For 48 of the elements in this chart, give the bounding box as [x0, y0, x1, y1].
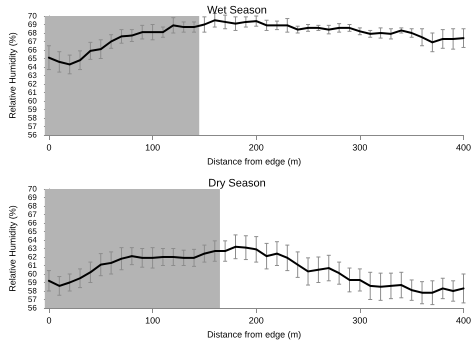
y-axis-title: Relative Humidity (%)	[8, 205, 18, 292]
y-tick-label: 69	[28, 20, 38, 29]
chart-title: Wet Season	[207, 4, 267, 16]
y-tick-label: 57	[28, 295, 38, 304]
y-tick-label: 68	[28, 28, 38, 38]
y-tick-label: 67	[28, 210, 38, 219]
y-tick-label: 68	[28, 202, 38, 210]
x-tick-label: 400	[456, 142, 472, 152]
y-tick-label: 60	[28, 270, 38, 278]
y-tick-label: 62	[28, 80, 38, 88]
y-tick-label: 69	[28, 193, 38, 202]
y-tick-label: 58	[28, 286, 38, 296]
y-tick-label: 61	[28, 261, 38, 270]
x-tick-label: 100	[145, 316, 160, 326]
y-tick-label: 67	[28, 37, 38, 46]
y-tick-label: 65	[28, 227, 38, 236]
y-tick-label: 66	[28, 46, 38, 54]
chart-title: Dry Season	[208, 178, 266, 190]
y-tick-label: 70	[28, 184, 38, 194]
y-tick-label: 56	[28, 304, 38, 312]
y-tick-label: 63	[28, 71, 38, 80]
y-tick-label: 65	[28, 54, 38, 63]
x-tick-label: 0	[46, 316, 52, 326]
x-axis-title: Distance from edge (m)	[207, 156, 302, 166]
y-tick-label: 61	[28, 88, 38, 97]
x-tick-label: 0	[46, 142, 52, 152]
y-tick-label: 64	[28, 236, 38, 244]
y-tick-label: 59	[28, 105, 38, 114]
x-tick-label: 200	[248, 142, 264, 152]
y-tick-label: 60	[28, 96, 38, 106]
y-tick-label: 63	[28, 244, 38, 253]
x-tick-label: 200	[248, 316, 264, 326]
y-tick-label: 62	[28, 252, 38, 262]
y-tick-label: 70	[28, 12, 38, 20]
y-tick-label: 66	[28, 218, 38, 228]
x-axis-title: Distance from edge (m)	[207, 329, 302, 340]
x-tick-label: 300	[352, 316, 368, 326]
x-tick-label: 400	[456, 316, 472, 326]
line-series	[48, 19, 464, 66]
x-tick-label: 300	[352, 142, 368, 152]
y-tick-label: 57	[28, 122, 38, 131]
x-tick-label: 100	[145, 142, 160, 152]
line-series	[48, 246, 464, 294]
y-tick-label: 56	[28, 130, 38, 140]
y-tick-label: 59	[28, 278, 38, 287]
y-tick-label: 58	[28, 114, 38, 122]
y-tick-label: 64	[28, 62, 38, 72]
y-axis-title: Relative Humidity (%)	[8, 32, 18, 119]
